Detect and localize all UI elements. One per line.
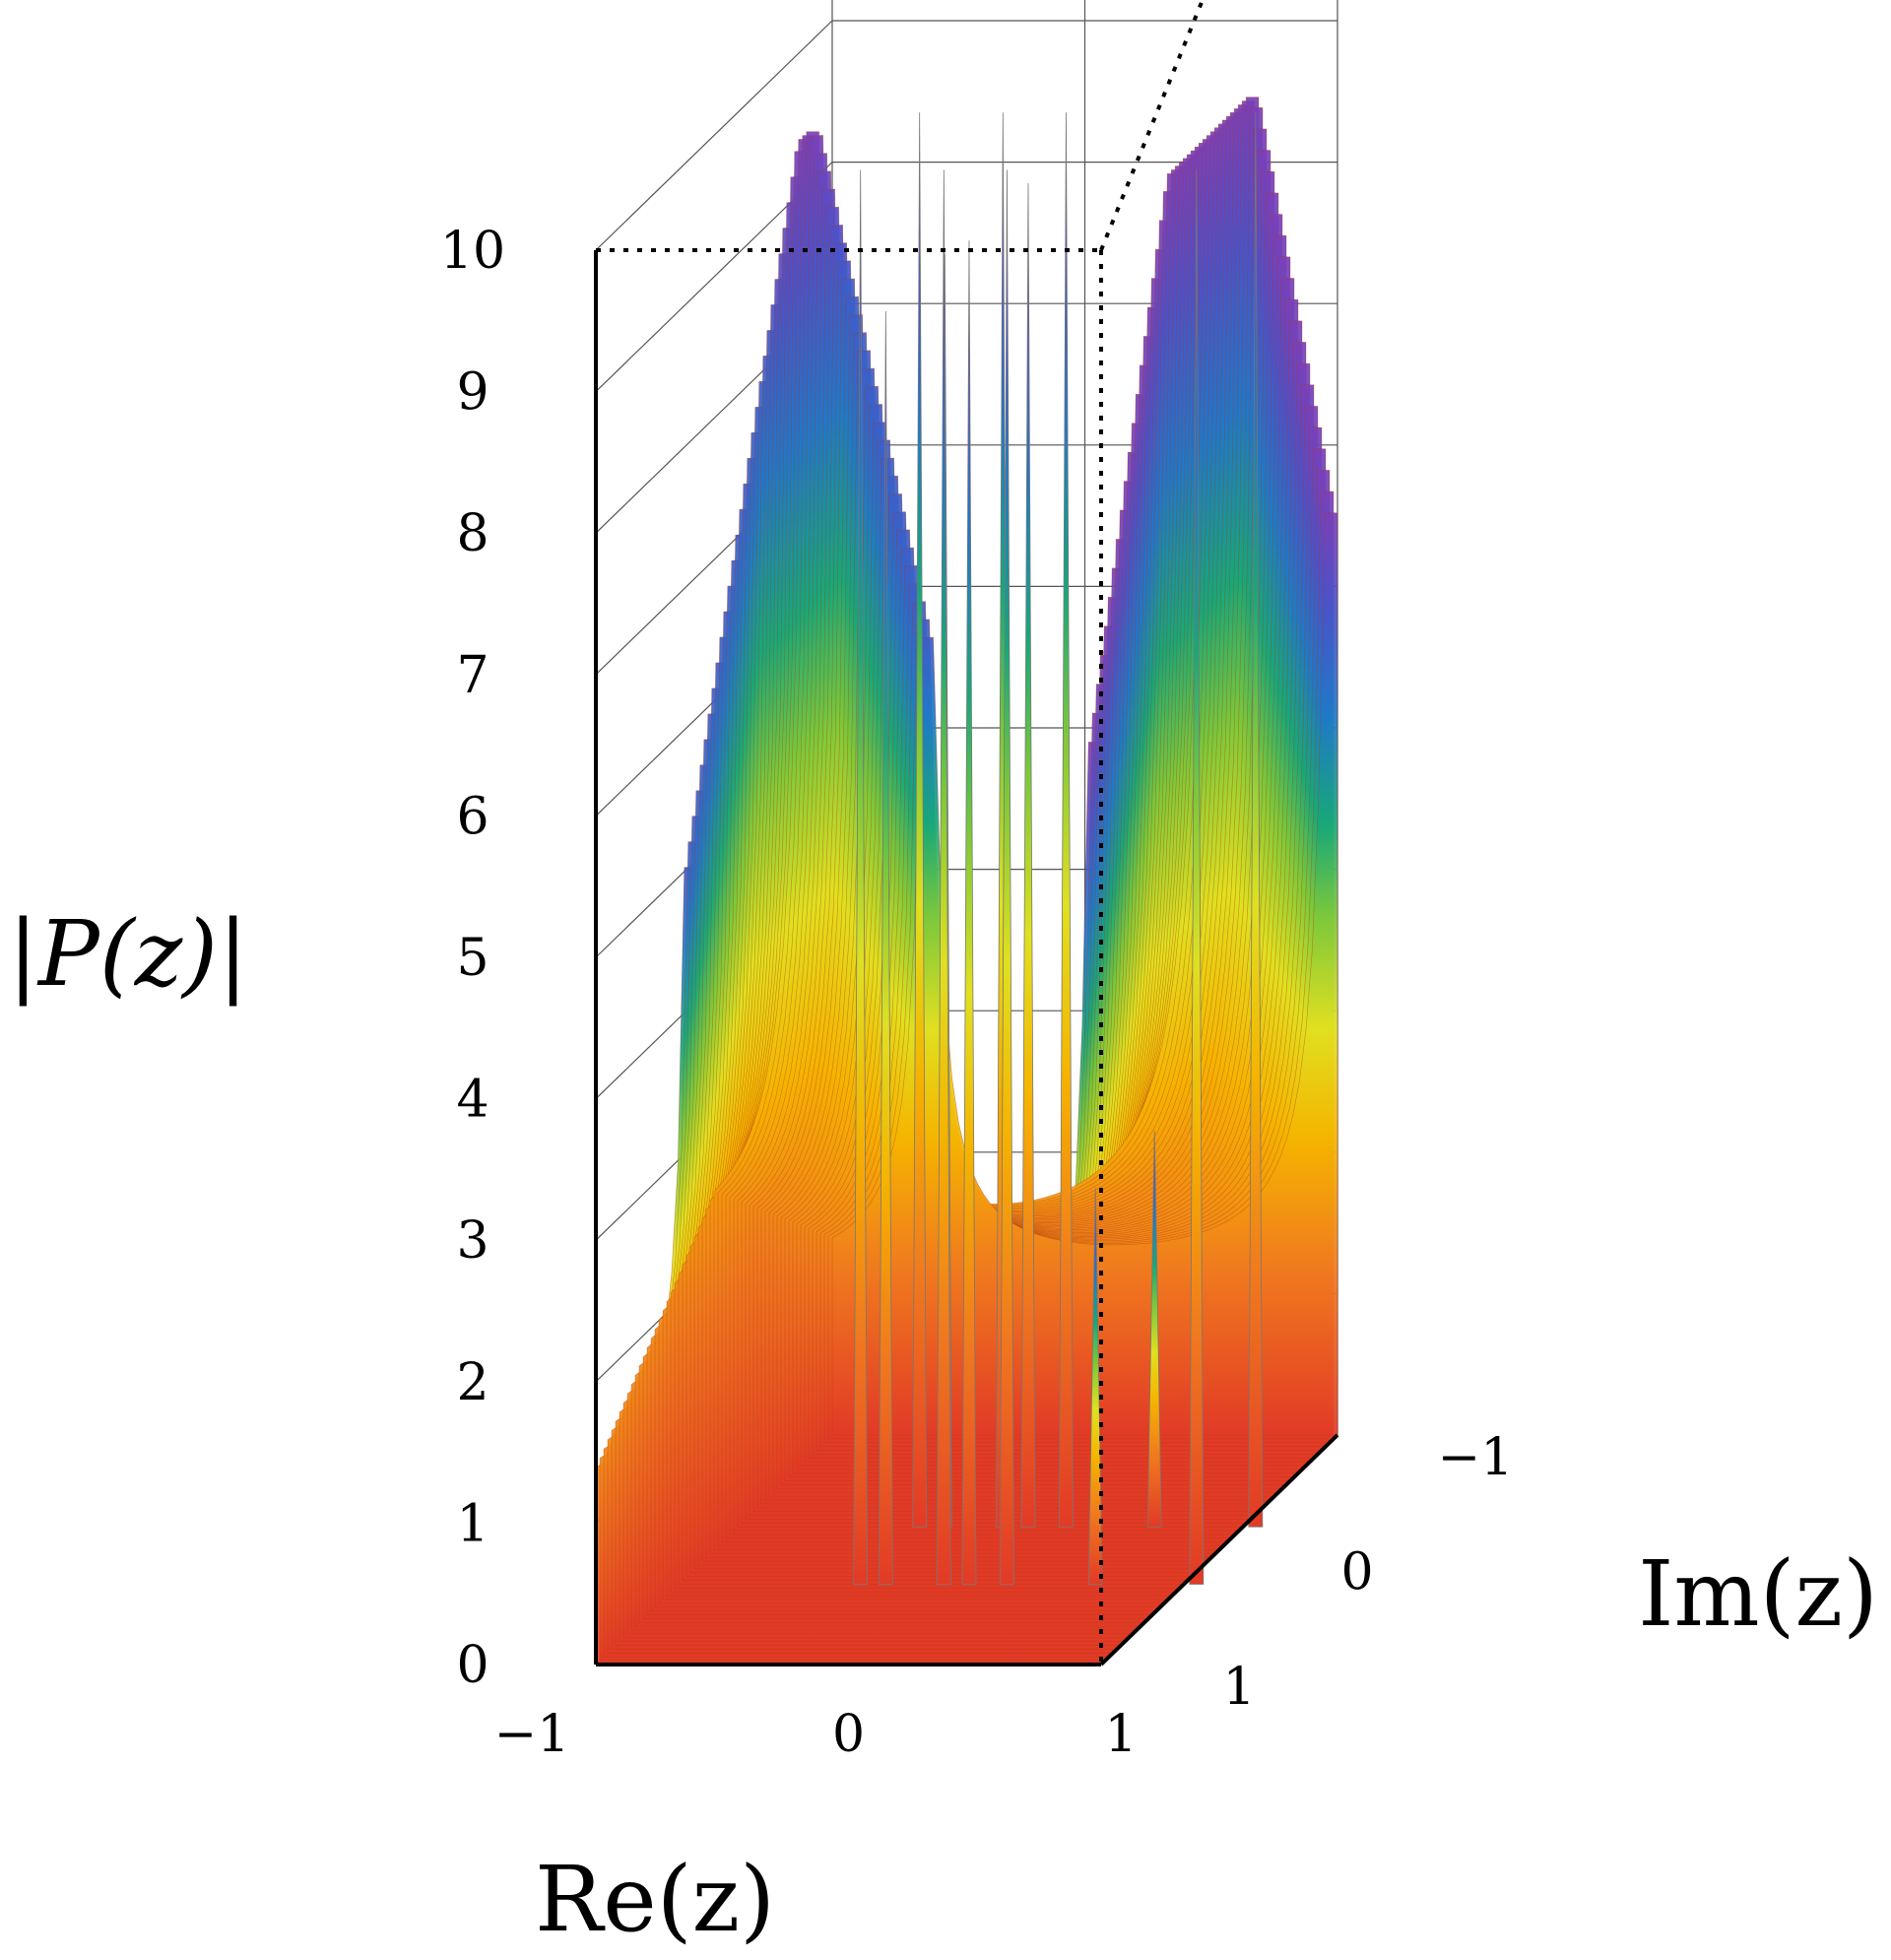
surface-spike	[853, 169, 869, 1585]
z-tick-label: 4	[456, 1071, 489, 1130]
surface-spike	[912, 112, 928, 1528]
surface-spike	[1087, 1188, 1103, 1585]
y-axis-label: Im(z)	[1638, 1541, 1878, 1647]
z-tick-label: 10	[440, 222, 505, 281]
x-tick-label: −1	[494, 1705, 570, 1764]
surface-spike	[1000, 169, 1014, 1585]
surface-spike	[878, 311, 893, 1585]
z-axis-ticks: 0 1 2 3 4 5 6 7 8 9 10	[440, 222, 505, 1695]
y-tick-label: 1	[1222, 1658, 1255, 1717]
z-tick-label: 6	[456, 787, 489, 846]
surface-spike	[1248, 112, 1264, 1528]
surface	[595, 97, 1338, 1666]
z-axis-label: |P(z)|	[8, 901, 248, 1007]
y-axis-line	[1099, 1433, 1339, 1666]
y-axis-ticks: −1 0 1	[1222, 1428, 1513, 1717]
surface-spike	[1059, 112, 1074, 1528]
surface-spike	[1189, 169, 1205, 1585]
y-tick-label: 0	[1340, 1543, 1373, 1602]
z-tick-label: 7	[456, 646, 489, 705]
x-axis-ticks: −1 0 1	[494, 1705, 1138, 1764]
x-tick-label: 1	[1104, 1705, 1137, 1764]
z-tick-label: 1	[456, 1494, 489, 1553]
axes-box	[594, 0, 1339, 1666]
z-tick-label: 0	[456, 1636, 489, 1695]
surface-spike	[961, 240, 977, 1585]
x-tick-label: 0	[832, 1705, 865, 1764]
z-tick-label: 2	[456, 1353, 489, 1412]
surface-spike	[1146, 1131, 1162, 1528]
z-tick-label: 3	[456, 1211, 489, 1271]
z-tick-label: 5	[456, 929, 489, 988]
surface-spike	[936, 169, 951, 1585]
y-tick-label: −1	[1438, 1428, 1514, 1487]
z-tick-label: 8	[456, 504, 489, 563]
surface-spike	[1020, 182, 1036, 1528]
z-tick-label: 9	[456, 363, 489, 423]
x-axis-label: Re(z)	[535, 1847, 775, 1952]
